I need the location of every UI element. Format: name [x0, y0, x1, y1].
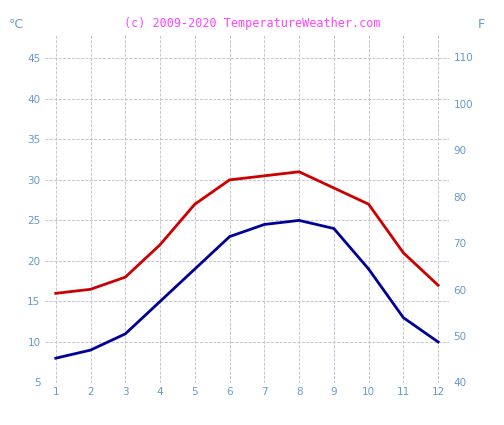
- Text: (c) 2009-2020 TemperatureWeather.com: (c) 2009-2020 TemperatureWeather.com: [124, 17, 380, 30]
- Text: F: F: [478, 17, 485, 31]
- Text: °C: °C: [9, 17, 24, 31]
